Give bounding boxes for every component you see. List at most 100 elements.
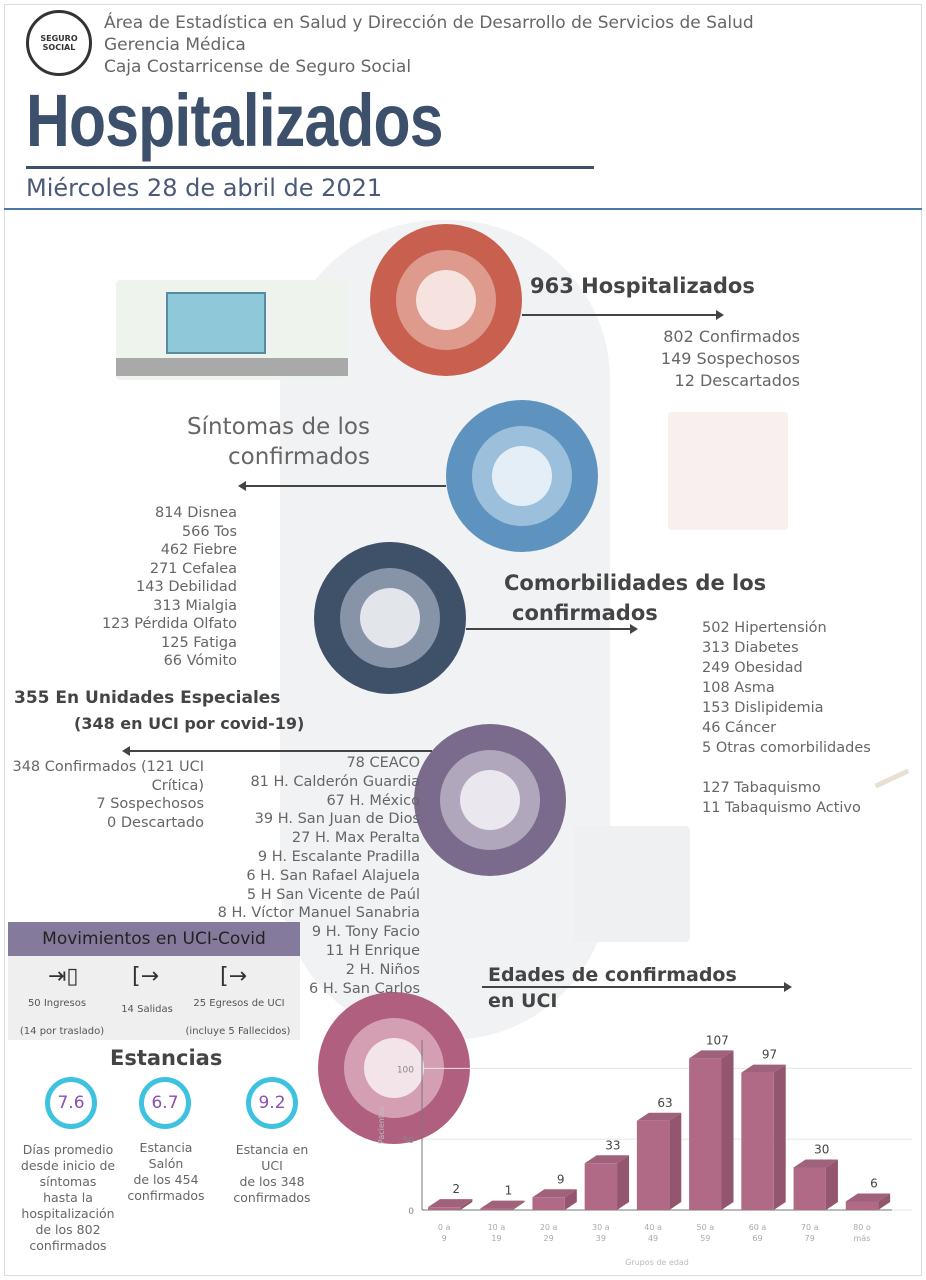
sintomas-circle-icon [446, 400, 598, 552]
list-item: 802 Confirmados [663, 327, 800, 346]
caption-line: de los 802 [35, 1222, 101, 1237]
estancias-title: Estancias [110, 1046, 223, 1070]
hospital-illustration [116, 280, 348, 380]
bar [480, 1208, 513, 1210]
hospitalizados-circle-icon [370, 224, 522, 376]
bar [793, 1167, 826, 1210]
bar-side [512, 1200, 525, 1210]
bar-top [793, 1159, 838, 1168]
y-tick-label: 0 [408, 1207, 414, 1217]
list-item: 249 Obesidad [702, 660, 803, 676]
x-tick-label: 29 [544, 1234, 554, 1243]
estancia-value: 6.7 [151, 1093, 179, 1113]
bar-top [532, 1189, 577, 1198]
uci-status-list: 348 Confirmados (121 UCI Crítica) 7 Sosp… [4, 758, 204, 832]
bar [689, 1058, 722, 1210]
comorbilidades-circle-icon [314, 542, 466, 694]
list-item: 11 H Enrique [325, 942, 420, 959]
header-divider [4, 208, 922, 210]
bar-side [878, 1193, 891, 1210]
bar-side [773, 1064, 786, 1210]
comorbilidades-list: 502 Hipertensión 313 Diabetes 249 Obesid… [702, 618, 922, 818]
caption-line: Salón [148, 1156, 184, 1171]
bar-side [617, 1155, 630, 1210]
estancia-value: 7.6 [57, 1093, 85, 1113]
door-enter-icon: ⇥▯ [48, 964, 79, 989]
list-item: 81 H. Calderón Guardia [250, 773, 420, 790]
data-label: 33 [605, 1138, 620, 1152]
x-tick-label: 10 a [488, 1223, 506, 1232]
bar-top [480, 1200, 525, 1209]
estancia-caption: Estancia en UCI de los 348 confirmados [224, 1142, 320, 1206]
x-tick-label: 40 a [644, 1223, 662, 1232]
caption-line: confirmados [233, 1190, 311, 1205]
caption-line: síntomas [39, 1174, 97, 1189]
data-label: 6 [870, 1177, 878, 1191]
header-line: Área de Estadística en Salud y Dirección… [104, 13, 754, 33]
arrow-left-icon [122, 746, 432, 756]
list-item: 39 H. San Juan de Dios [254, 811, 420, 828]
list-item: 27 H. Max Peralta [291, 830, 420, 847]
bar [532, 1197, 565, 1210]
x-tick-label: 49 [648, 1234, 658, 1243]
report-date: Miércoles 28 de abril de 2021 [26, 174, 383, 202]
x-tick-label: 9 [442, 1234, 447, 1243]
page-frame [4, 4, 922, 1276]
exit-icon: [→ [132, 964, 160, 989]
arrow-right-icon [482, 982, 792, 992]
list-item: 5 H San Vicente de Paúl [246, 886, 420, 903]
arrow-right-icon [466, 624, 638, 634]
bar [636, 1120, 670, 1210]
hospitalizados-list: 802 Confirmados 149 Sospechosos 12 Desca… [600, 326, 800, 392]
data-label: 9 [557, 1172, 565, 1186]
title-line: Comorbilidades de los [504, 571, 767, 595]
bar-side [721, 1050, 734, 1210]
caption-line: hasta la [43, 1190, 93, 1205]
list-item: 814 Disnea [154, 505, 237, 521]
list-item: 46 Cáncer [702, 720, 777, 736]
list-item: 153 Dislipidemia [702, 700, 824, 716]
arrow-left-icon [238, 481, 446, 491]
caption-line: Estancia [139, 1140, 193, 1155]
bar-top [636, 1112, 682, 1121]
x-tick-label: 0 a [438, 1223, 451, 1232]
x-tick-label: 70 a [801, 1223, 819, 1232]
estancia-caption: Días promedio desde inicio de síntomas h… [8, 1142, 128, 1254]
estancia-donut: 9.2 [246, 1077, 298, 1129]
bar [428, 1207, 461, 1210]
list-item: Crítica) [151, 777, 204, 794]
list-item: 2 H. Niños [345, 961, 420, 978]
list-item: 462 Fiebre [160, 542, 237, 558]
estancia-caption: Estancia Salón de los 454 confirmados [118, 1140, 214, 1204]
ingresos-note: (14 por traslado) [19, 1026, 105, 1037]
list-item: 5 Otras comorbilidades [702, 740, 871, 756]
list-item: 123 Pérdida Olfato [101, 616, 237, 632]
header-line: Caja Costarricense de Seguro Social [104, 57, 412, 77]
list-item: 271 Cefalea [149, 560, 237, 577]
page-title: Hospitalizados [26, 79, 444, 162]
caption-line: Estancia en [235, 1142, 309, 1157]
arrow-right-icon [522, 310, 724, 320]
movimientos-title: Movimientos en UCI-Covid [8, 922, 300, 956]
bar-top [845, 1193, 891, 1202]
list-item: 8 H. Víctor Manuel Sanabria [217, 905, 420, 922]
bar-top [689, 1050, 734, 1059]
bar-top [741, 1064, 786, 1073]
caption-line: hospitalización [21, 1206, 115, 1221]
x-tick-label: 30 a [592, 1223, 610, 1232]
caption-line: desde inicio de [20, 1158, 116, 1173]
title-line: Edades de confirmados [488, 964, 737, 986]
x-tick-label: 20 a [540, 1223, 558, 1232]
y-tick-label: 100 [397, 1065, 414, 1075]
bar-side [564, 1189, 577, 1210]
title-line: en UCI [488, 990, 558, 1012]
data-label: 30 [814, 1143, 829, 1157]
x-tick-label: 39 [596, 1234, 606, 1243]
caption-line: UCI [261, 1158, 283, 1173]
x-tick-label: 60 a [749, 1223, 767, 1232]
egresos-note: (incluye 5 Fallecidos) [185, 1026, 291, 1037]
list-item: 127 Tabaquismo [702, 780, 821, 796]
bar-top [584, 1155, 630, 1164]
exit-icon: [→ [220, 964, 248, 989]
